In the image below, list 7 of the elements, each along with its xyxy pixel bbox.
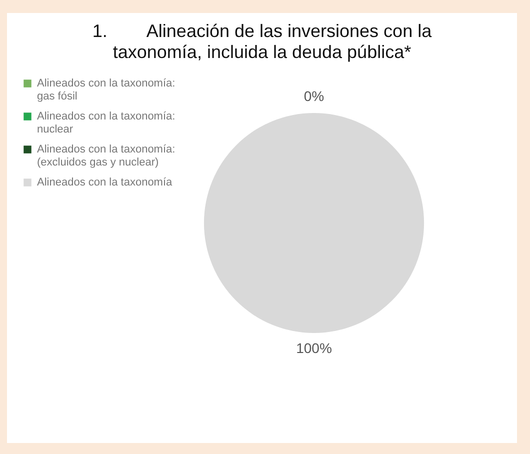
legend-label: Alineados con la taxonomía: nuclear [37, 110, 176, 136]
legend-label: Alineados con la taxonomía [37, 176, 174, 188]
legend-label: Alineados con la taxonomía: (excluidos gas y nuclear) [37, 144, 176, 168]
data-label: 100% [296, 340, 332, 356]
text: 0% [304, 88, 324, 104]
chart-title: 1. Alineación de las inversiones con la taxonomía, incluida la deuda pública* [91, 20, 433, 63]
legend-label: Alineados con la taxonomía: gas fósil [37, 78, 176, 102]
